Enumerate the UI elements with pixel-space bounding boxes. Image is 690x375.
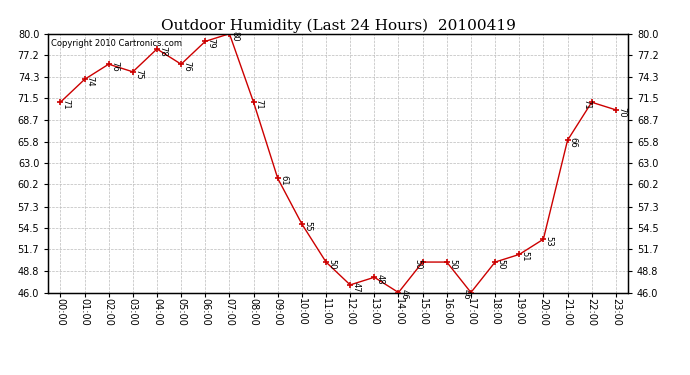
Text: 75: 75 — [134, 69, 143, 80]
Text: 46: 46 — [400, 290, 408, 300]
Text: 66: 66 — [569, 137, 578, 148]
Title: Outdoor Humidity (Last 24 Hours)  20100419: Outdoor Humidity (Last 24 Hours) 2010041… — [161, 18, 515, 33]
Text: 50: 50 — [448, 259, 457, 270]
Text: 47: 47 — [351, 282, 360, 292]
Text: 71: 71 — [61, 99, 70, 110]
Text: 71: 71 — [255, 99, 264, 110]
Text: 78: 78 — [158, 46, 167, 57]
Text: Copyright 2010 Cartronics.com: Copyright 2010 Cartronics.com — [51, 39, 182, 48]
Text: 71: 71 — [582, 99, 591, 110]
Text: 79: 79 — [206, 38, 215, 49]
Text: 76: 76 — [182, 61, 191, 72]
Text: 50: 50 — [413, 259, 422, 270]
Text: 46: 46 — [462, 290, 471, 300]
Text: 61: 61 — [279, 175, 288, 186]
Text: 53: 53 — [544, 236, 553, 247]
Text: 48: 48 — [375, 274, 384, 285]
Text: 51: 51 — [520, 251, 529, 262]
Text: 55: 55 — [303, 221, 312, 231]
Text: 50: 50 — [496, 259, 505, 270]
Text: 50: 50 — [327, 259, 336, 270]
Text: 70: 70 — [617, 107, 626, 117]
Text: 80: 80 — [230, 31, 239, 41]
Text: 74: 74 — [86, 76, 95, 87]
Text: 76: 76 — [110, 61, 119, 72]
